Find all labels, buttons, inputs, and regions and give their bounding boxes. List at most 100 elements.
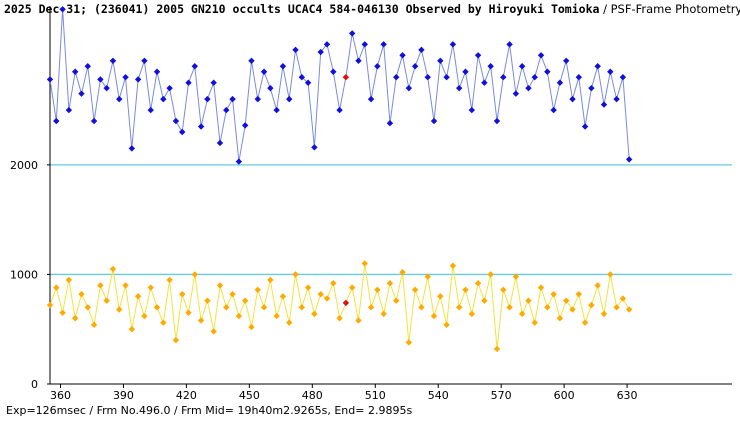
data-point	[134, 76, 142, 83]
data-point	[474, 280, 482, 287]
data-point	[481, 79, 488, 86]
data-point	[122, 74, 129, 81]
data-point	[172, 336, 180, 344]
data-point	[405, 84, 413, 92]
data-point	[367, 304, 375, 311]
series-1	[46, 260, 633, 353]
data-point	[569, 95, 576, 103]
x-ticks: 360 390 420 450 480 510 540 570 600 630	[50, 384, 638, 402]
data-point	[223, 106, 230, 114]
data-point	[613, 95, 620, 103]
data-point	[71, 68, 79, 75]
data-point	[128, 145, 136, 152]
y-tick-label: 0	[31, 378, 38, 391]
data-point	[456, 304, 463, 311]
data-point	[462, 68, 469, 75]
data-point	[216, 282, 224, 289]
data-point	[506, 41, 513, 48]
data-point	[267, 276, 274, 284]
x-tick-label: 540	[428, 389, 449, 402]
data-point	[456, 84, 463, 92]
data-point	[575, 74, 583, 81]
data-point	[430, 117, 438, 125]
data-point	[292, 271, 299, 278]
data-point	[443, 74, 450, 81]
data-point	[304, 79, 312, 86]
data-point	[317, 290, 324, 298]
data-point	[474, 52, 482, 59]
data-point	[348, 284, 356, 291]
data-point	[619, 295, 627, 302]
data-point	[468, 310, 475, 318]
data-point	[336, 315, 343, 322]
data-point	[128, 326, 136, 333]
data-point	[235, 312, 243, 320]
data-point	[512, 90, 520, 97]
x-tick-label: 390	[113, 389, 134, 402]
data-point	[153, 304, 161, 311]
data-point	[59, 309, 66, 316]
data-point	[342, 299, 350, 307]
data-point	[254, 95, 261, 103]
data-point	[147, 106, 154, 114]
data-point	[172, 117, 180, 125]
data-point	[563, 297, 570, 304]
data-point	[556, 79, 564, 86]
data-point	[424, 74, 431, 81]
data-point	[437, 57, 444, 64]
data-point	[229, 290, 236, 298]
data-point	[600, 101, 608, 108]
data-point	[600, 310, 608, 318]
data-point	[141, 57, 148, 64]
x-tick-label: 510	[365, 389, 386, 402]
data-point	[248, 323, 255, 331]
data-point	[116, 95, 123, 103]
data-point	[374, 286, 381, 293]
data-point	[342, 74, 350, 81]
data-point	[537, 284, 545, 291]
data-point	[323, 295, 331, 302]
data-point	[90, 321, 98, 329]
data-point	[160, 319, 167, 326]
data-point	[374, 63, 381, 70]
data-point	[575, 290, 583, 298]
data-point	[109, 265, 117, 273]
data-point	[386, 280, 394, 287]
data-point	[286, 319, 293, 326]
data-point	[229, 95, 236, 103]
data-point	[487, 63, 494, 70]
data-point	[254, 286, 261, 293]
data-point	[273, 106, 280, 114]
data-point	[625, 156, 633, 163]
data-point	[65, 276, 73, 284]
data-point	[525, 297, 532, 304]
y-ticks: 0 1000 2000	[10, 159, 50, 391]
data-point	[581, 319, 589, 326]
data-point	[355, 57, 362, 64]
data-point	[544, 68, 551, 75]
data-point	[607, 271, 614, 278]
data-point	[399, 269, 406, 276]
data-point	[500, 286, 507, 293]
data-point	[418, 46, 425, 54]
data-point	[210, 79, 217, 86]
data-point	[191, 63, 198, 70]
data-point	[191, 271, 198, 278]
series-layer	[46, 6, 633, 353]
chart-subtitle: / PSF-Frame Photometry /	[599, 2, 740, 16]
x-tick-label: 600	[554, 389, 575, 402]
data-point	[122, 282, 129, 289]
data-point	[380, 41, 387, 48]
data-point	[109, 57, 117, 64]
x-tick-label: 450	[239, 389, 260, 402]
data-point	[531, 319, 538, 326]
data-point	[386, 120, 394, 127]
reference-lines	[50, 164, 732, 276]
data-point	[292, 46, 299, 54]
data-point	[235, 158, 243, 165]
data-point	[204, 297, 211, 304]
data-point	[323, 41, 331, 48]
data-point	[481, 297, 488, 304]
data-point	[46, 76, 54, 83]
data-point	[116, 306, 123, 313]
